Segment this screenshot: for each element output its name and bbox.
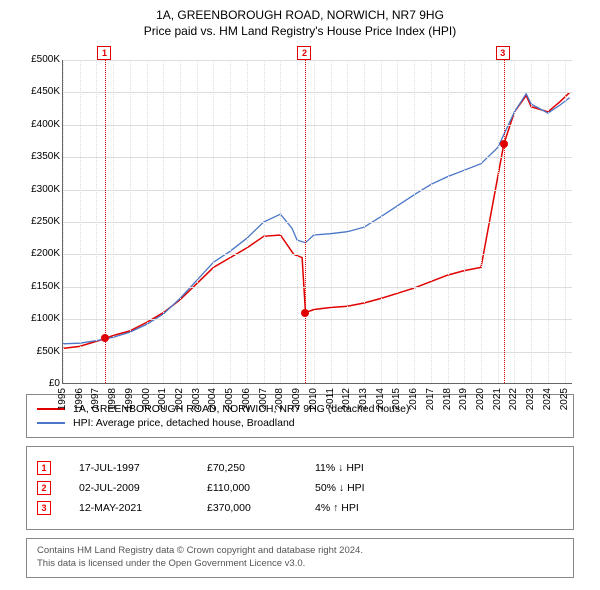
event-row: 2 02-JUL-2009 £110,000 50% ↓ HPI	[37, 481, 563, 495]
x-axis-label: 2003	[191, 388, 202, 410]
x-axis-label: 2009	[291, 388, 302, 410]
sale-dot-3	[500, 140, 508, 148]
x-axis-label: 2004	[207, 388, 218, 410]
sale-dot-2	[301, 309, 309, 317]
y-axis-label: £300K	[20, 184, 60, 195]
x-axis-label: 2008	[274, 388, 285, 410]
event-date: 12-MAY-2021	[79, 502, 179, 514]
event-price: £110,000	[207, 482, 287, 494]
event-marker-3: 3	[37, 501, 51, 515]
x-axis-label: 2005	[224, 388, 235, 410]
event-price: £370,000	[207, 502, 287, 514]
x-axis-label: 2024	[542, 388, 553, 410]
x-axis-label: 2013	[358, 388, 369, 410]
series-hpi	[63, 94, 570, 344]
sale-marker-2: 2	[297, 46, 311, 60]
y-axis-label: £350K	[20, 151, 60, 162]
x-axis-label: 2002	[174, 388, 185, 410]
x-axis-label: 2010	[308, 388, 319, 410]
x-axis-label: 2025	[559, 388, 570, 410]
footer: Contains HM Land Registry data © Crown c…	[26, 538, 574, 578]
x-axis-label: 2021	[492, 388, 503, 410]
x-axis-label: 2007	[258, 388, 269, 410]
x-axis-label: 1995	[57, 388, 68, 410]
y-axis-label: £450K	[20, 86, 60, 97]
x-axis-label: 2017	[425, 388, 436, 410]
sale-marker-1: 1	[97, 46, 111, 60]
y-axis-label: £150K	[20, 281, 60, 292]
events-table: 1 17-JUL-1997 £70,250 11% ↓ HPI 2 02-JUL…	[26, 446, 574, 530]
legend-label-2: HPI: Average price, detached house, Broa…	[73, 417, 295, 429]
x-axis-label: 2014	[375, 388, 386, 410]
chart-title: 1A, GREENBOROUGH ROAD, NORWICH, NR7 9HG	[10, 8, 590, 22]
x-axis-label: 2020	[475, 388, 486, 410]
chart-area: £0£50K£100K£150K£200K£250K£300K£350K£400…	[20, 46, 580, 382]
event-price: £70,250	[207, 462, 287, 474]
y-axis-label: £100K	[20, 313, 60, 324]
x-axis-label: 2018	[442, 388, 453, 410]
event-delta: 4% ↑ HPI	[315, 502, 405, 514]
event-marker-1: 1	[37, 461, 51, 475]
y-axis-label: £500K	[20, 54, 60, 65]
x-axis-label: 2001	[157, 388, 168, 410]
x-axis-label: 1996	[74, 388, 85, 410]
legend-swatch-2	[37, 422, 65, 424]
event-delta: 11% ↓ HPI	[315, 462, 405, 474]
event-row: 3 12-MAY-2021 £370,000 4% ↑ HPI	[37, 501, 563, 515]
event-row: 1 17-JUL-1997 £70,250 11% ↓ HPI	[37, 461, 563, 475]
y-axis-label: £400K	[20, 119, 60, 130]
chart-container: 1A, GREENBOROUGH ROAD, NORWICH, NR7 9HG …	[0, 0, 600, 590]
y-axis-label: £0	[20, 378, 60, 389]
y-axis-label: £250K	[20, 216, 60, 227]
x-axis-label: 2015	[391, 388, 402, 410]
footer-line-2: This data is licensed under the Open Gov…	[37, 558, 563, 571]
plot-region	[62, 60, 572, 384]
chart-subtitle: Price paid vs. HM Land Registry's House …	[10, 24, 590, 38]
legend-row-2: HPI: Average price, detached house, Broa…	[37, 417, 563, 429]
sale-dot-1	[101, 334, 109, 342]
x-axis-label: 1999	[124, 388, 135, 410]
series-price_paid	[63, 92, 570, 348]
x-axis-label: 2012	[341, 388, 352, 410]
x-axis-label: 1997	[90, 388, 101, 410]
event-delta: 50% ↓ HPI	[315, 482, 405, 494]
x-axis-label: 1998	[107, 388, 118, 410]
x-axis-label: 2011	[325, 388, 336, 410]
y-axis-label: £200K	[20, 248, 60, 259]
x-axis-label: 2022	[508, 388, 519, 410]
x-axis-label: 2006	[241, 388, 252, 410]
event-date: 17-JUL-1997	[79, 462, 179, 474]
event-marker-2: 2	[37, 481, 51, 495]
event-date: 02-JUL-2009	[79, 482, 179, 494]
x-axis-label: 2016	[408, 388, 419, 410]
sale-marker-3: 3	[496, 46, 510, 60]
y-axis-label: £50K	[20, 346, 60, 357]
x-axis-label: 2019	[458, 388, 469, 410]
footer-line-1: Contains HM Land Registry data © Crown c…	[37, 545, 563, 558]
x-axis-label: 2023	[525, 388, 536, 410]
x-axis-label: 2000	[141, 388, 152, 410]
